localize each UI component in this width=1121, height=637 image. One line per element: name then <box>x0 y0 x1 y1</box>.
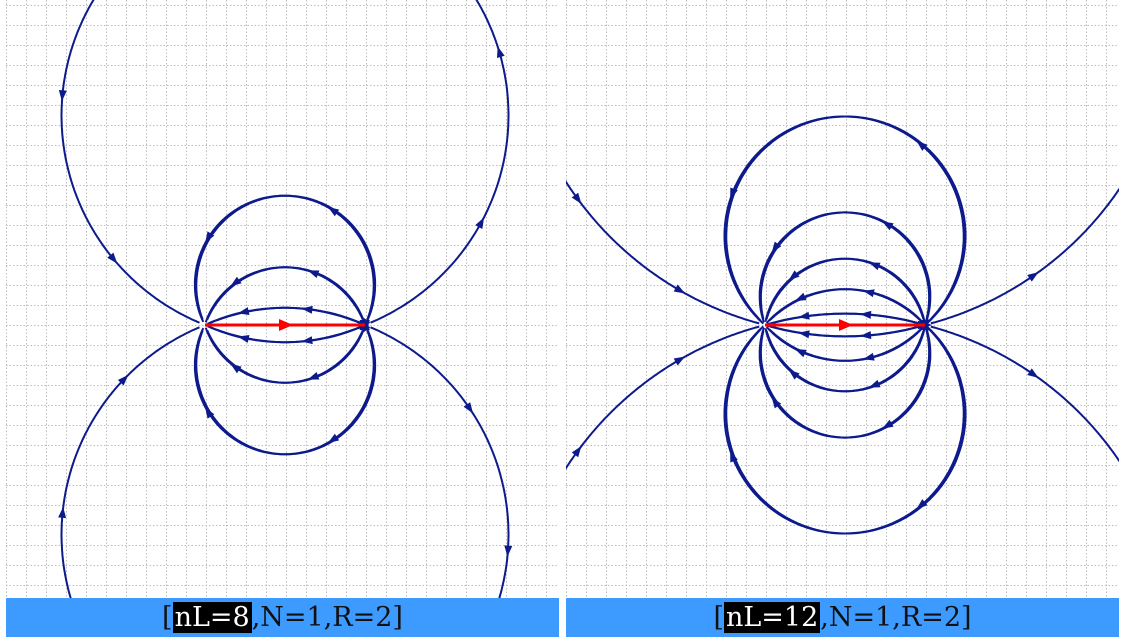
arrowhead-icon <box>279 319 293 331</box>
arrowhead-icon <box>230 276 242 287</box>
field-line <box>204 327 364 384</box>
arrowhead-icon <box>839 319 853 331</box>
field-line <box>930 187 1119 325</box>
arrowhead-icon <box>496 46 505 59</box>
arrowhead-icon <box>788 270 800 281</box>
field-line <box>768 323 927 362</box>
field-line-plot-left <box>6 0 559 598</box>
arrowhead-icon <box>920 321 932 329</box>
caption-open-bracket: [ <box>162 602 173 633</box>
field-line <box>60 326 200 598</box>
caption-highlight-nl: nL=8 <box>172 602 252 633</box>
arrowhead-icon <box>230 363 242 374</box>
field-line <box>930 325 1119 463</box>
arrowhead-icon <box>58 89 67 102</box>
arrowhead-icon <box>882 221 894 231</box>
field-line <box>566 180 760 325</box>
arrowhead-icon <box>916 140 928 151</box>
arrowhead-icon <box>475 217 485 230</box>
caption-highlight-nl: nL=12 <box>723 602 821 633</box>
field-line <box>370 0 510 324</box>
caption-open-bracket: [ <box>713 602 724 633</box>
arrowhead-icon <box>1027 368 1039 378</box>
arrowhead-icon <box>571 192 582 205</box>
field-line <box>204 266 364 323</box>
dipole <box>765 319 925 331</box>
arrowhead-icon <box>327 206 340 217</box>
grid <box>6 0 559 598</box>
field-line <box>60 0 200 324</box>
field-line <box>370 326 510 598</box>
grid <box>566 0 1119 598</box>
arrowhead-icon <box>463 402 474 414</box>
arrowhead-icon <box>673 284 686 294</box>
field-line <box>566 325 760 470</box>
caption-bar-left: [nL=8 ,N=1,R=2] <box>6 598 559 637</box>
field-line <box>195 194 377 327</box>
arrowhead-icon <box>916 499 928 510</box>
arrowhead-icon <box>504 545 513 557</box>
panel-right: [nL=12 ,N=1,R=2] <box>566 0 1119 637</box>
dipole <box>205 319 365 331</box>
arrowhead-icon <box>788 369 800 380</box>
caption-params: ,N=1,R=2] <box>820 602 972 633</box>
arrowhead-icon <box>107 252 118 264</box>
panel-left: [nL=8 ,N=1,R=2] <box>6 0 559 637</box>
arrowhead-icon <box>58 506 67 519</box>
caption-bar-right: [nL=12 ,N=1,R=2] <box>566 598 1119 637</box>
field-line <box>195 323 377 456</box>
arrowhead-icon <box>327 433 340 444</box>
field-line <box>768 288 927 327</box>
arrowhead-icon <box>673 356 686 366</box>
arrowhead-icon <box>571 445 582 458</box>
arrowhead-icon <box>882 419 894 429</box>
caption-params: ,N=1,R=2] <box>251 602 403 633</box>
arrowhead-icon <box>117 374 129 386</box>
arrowhead-icon <box>1027 272 1039 282</box>
field-line-plot-right <box>566 0 1119 598</box>
